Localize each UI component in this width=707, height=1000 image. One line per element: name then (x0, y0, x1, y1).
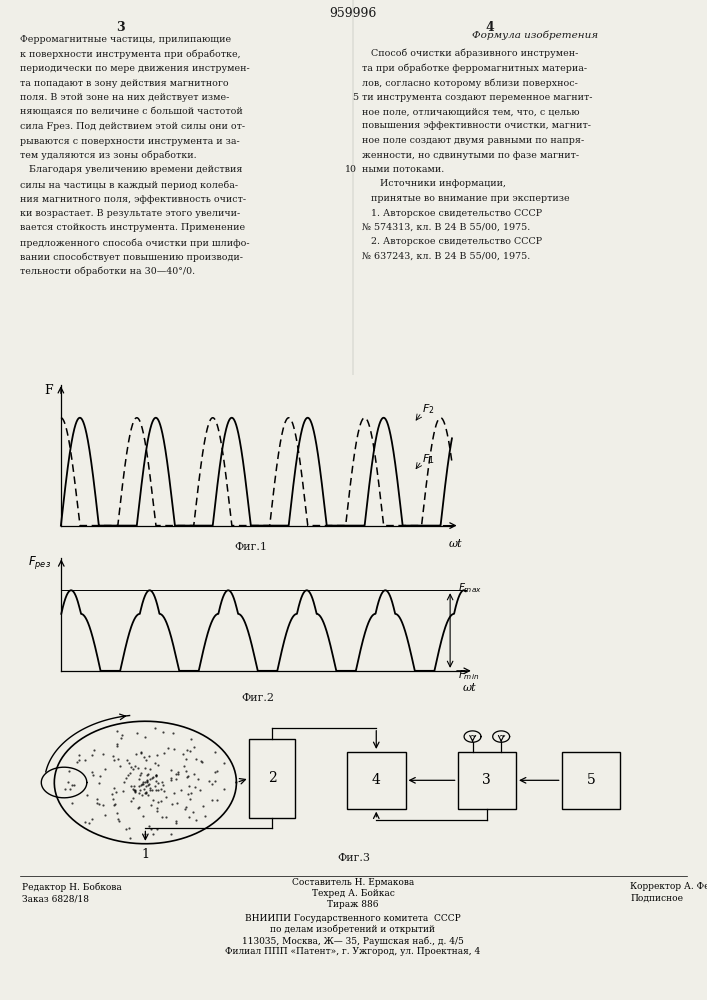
Text: ωt: ωt (463, 683, 477, 693)
Text: Ферромагнитные частицы, прилипающие: Ферромагнитные частицы, прилипающие (20, 35, 231, 44)
Text: Фиг.3: Фиг.3 (337, 853, 370, 863)
Text: поля. В этой зоне на них действует изме-: поля. В этой зоне на них действует изме- (20, 93, 229, 102)
Text: 4: 4 (486, 21, 494, 34)
Text: ти инструмента создают переменное магнит-: ти инструмента создают переменное магнит… (362, 93, 592, 102)
Text: Корректор А. Ференц: Корректор А. Ференц (630, 882, 707, 891)
Text: вании способствует повышению производи-: вании способствует повышению производи- (20, 252, 243, 262)
Text: 1. Авторское свидетельство СССР: 1. Авторское свидетельство СССР (362, 209, 542, 218)
Text: Техред А. Бойкас: Техред А. Бойкас (312, 889, 395, 898)
Bar (561, 752, 620, 809)
Text: ния магнитного поля, эффективность очист-: ния магнитного поля, эффективность очист… (20, 194, 246, 204)
Text: ки возрастает. В результате этого увеличи-: ки возрастает. В результате этого увелич… (20, 209, 240, 218)
Text: предложенного способа очистки при шлифо-: предложенного способа очистки при шлифо- (20, 238, 250, 247)
Text: Источники информации,: Источники информации, (362, 180, 506, 188)
Text: периодически по мере движения инструмен-: периодически по мере движения инструмен- (20, 64, 250, 73)
Text: тем удаляются из зоны обработки.: тем удаляются из зоны обработки. (20, 151, 197, 160)
Text: вается стойкость инструмента. Применение: вается стойкость инструмента. Применение (20, 224, 245, 232)
Text: рываются с поверхности инструмента и за-: рываются с поверхности инструмента и за- (20, 136, 240, 145)
Text: 1: 1 (141, 848, 149, 861)
Text: $F_2$: $F_2$ (421, 402, 434, 416)
Text: Тираж 886: Тираж 886 (327, 900, 379, 909)
Text: 3: 3 (482, 773, 491, 787)
Text: Фиг.1: Фиг.1 (234, 542, 267, 552)
Text: Составитель Н. Ермакова: Составитель Н. Ермакова (292, 878, 414, 887)
Text: Редактор Н. Бобкова: Редактор Н. Бобкова (22, 882, 122, 892)
Text: Фиг.2: Фиг.2 (241, 693, 274, 703)
Text: та попадают в зону действия магнитного: та попадают в зону действия магнитного (20, 79, 228, 88)
Text: Способ очистки абразивного инструмен-: Способ очистки абразивного инструмен- (362, 49, 578, 58)
Text: к поверхности инструмента при обработке,: к поверхности инструмента при обработке, (20, 49, 240, 59)
Text: силы на частицы в каждый период колеба-: силы на частицы в каждый период колеба- (20, 180, 238, 190)
Text: $F_1$: $F_1$ (421, 452, 434, 466)
Text: 4: 4 (372, 773, 380, 787)
Text: № 574313, кл. В 24 В 55/00, 1975.: № 574313, кл. В 24 В 55/00, 1975. (362, 223, 530, 232)
Text: 5: 5 (587, 773, 595, 787)
Text: ными потоками.: ными потоками. (362, 165, 444, 174)
Text: принятые во внимание при экспертизе: принятые во внимание при экспертизе (362, 194, 570, 203)
Text: повышения эффективности очистки, магнит-: повышения эффективности очистки, магнит- (362, 121, 591, 130)
Text: по делам изобретений и открытий: по делам изобретений и открытий (271, 925, 436, 934)
Text: ное поле, отличающийся тем, что, с целью: ное поле, отличающийся тем, что, с целью (362, 107, 580, 116)
Text: № 637243, кл. В 24 В 55/00, 1975.: № 637243, кл. В 24 В 55/00, 1975. (362, 252, 530, 261)
Text: ωt: ωt (449, 539, 462, 549)
Text: ~: ~ (469, 732, 476, 741)
Text: 2. Авторское свидетельство СССР: 2. Авторское свидетельство СССР (362, 237, 542, 246)
Text: F: F (45, 384, 53, 397)
Text: ~: ~ (498, 732, 505, 741)
Text: 2: 2 (268, 771, 276, 785)
Text: Филиал ППП «Патент», г. Ужгород, ул. Проектная, 4: Филиал ППП «Патент», г. Ужгород, ул. Про… (226, 947, 481, 956)
Bar (347, 752, 406, 809)
Text: 3: 3 (116, 21, 124, 34)
Bar (457, 752, 516, 809)
Text: сила Fрез. Под действием этой силы они от-: сила Fрез. Под действием этой силы они о… (20, 122, 245, 131)
Text: $F_{min}$: $F_{min}$ (458, 668, 479, 682)
Text: женности, но сдвинутыми по фазе магнит-: женности, но сдвинутыми по фазе магнит- (362, 150, 579, 159)
Text: 113035, Москва, Ж— 35, Раушская наб., д. 4/5: 113035, Москва, Ж— 35, Раушская наб., д.… (242, 936, 464, 946)
Text: 10: 10 (345, 165, 357, 174)
Text: та при обработке ферромагнитных материа-: та при обработке ферромагнитных материа- (362, 64, 587, 73)
Text: тельности обработки на 30—40°/0.: тельности обработки на 30—40°/0. (20, 267, 195, 276)
Text: 959996: 959996 (329, 7, 377, 20)
Bar (250, 739, 295, 818)
Text: ВНИИПИ Государственного комитета  СССР: ВНИИПИ Государственного комитета СССР (245, 914, 461, 923)
Text: Заказ 6828/18: Заказ 6828/18 (22, 894, 89, 903)
Text: Благодаря увеличению времени действия: Благодаря увеличению времени действия (20, 165, 243, 174)
Text: няющаяся по величине с большой частотой: няющаяся по величине с большой частотой (20, 107, 243, 116)
Text: Формула изобретения: Формула изобретения (472, 31, 598, 40)
Text: лов, согласно которому вблизи поверхнос-: лов, согласно которому вблизи поверхнос- (362, 78, 578, 88)
Text: ное поле создают двумя равными по напря-: ное поле создают двумя равными по напря- (362, 136, 584, 145)
Text: 5: 5 (352, 93, 358, 102)
Text: $F_{max}$: $F_{max}$ (458, 581, 482, 595)
Text: Подписное: Подписное (630, 894, 683, 903)
Text: $F_{рез}$: $F_{рез}$ (28, 554, 52, 571)
